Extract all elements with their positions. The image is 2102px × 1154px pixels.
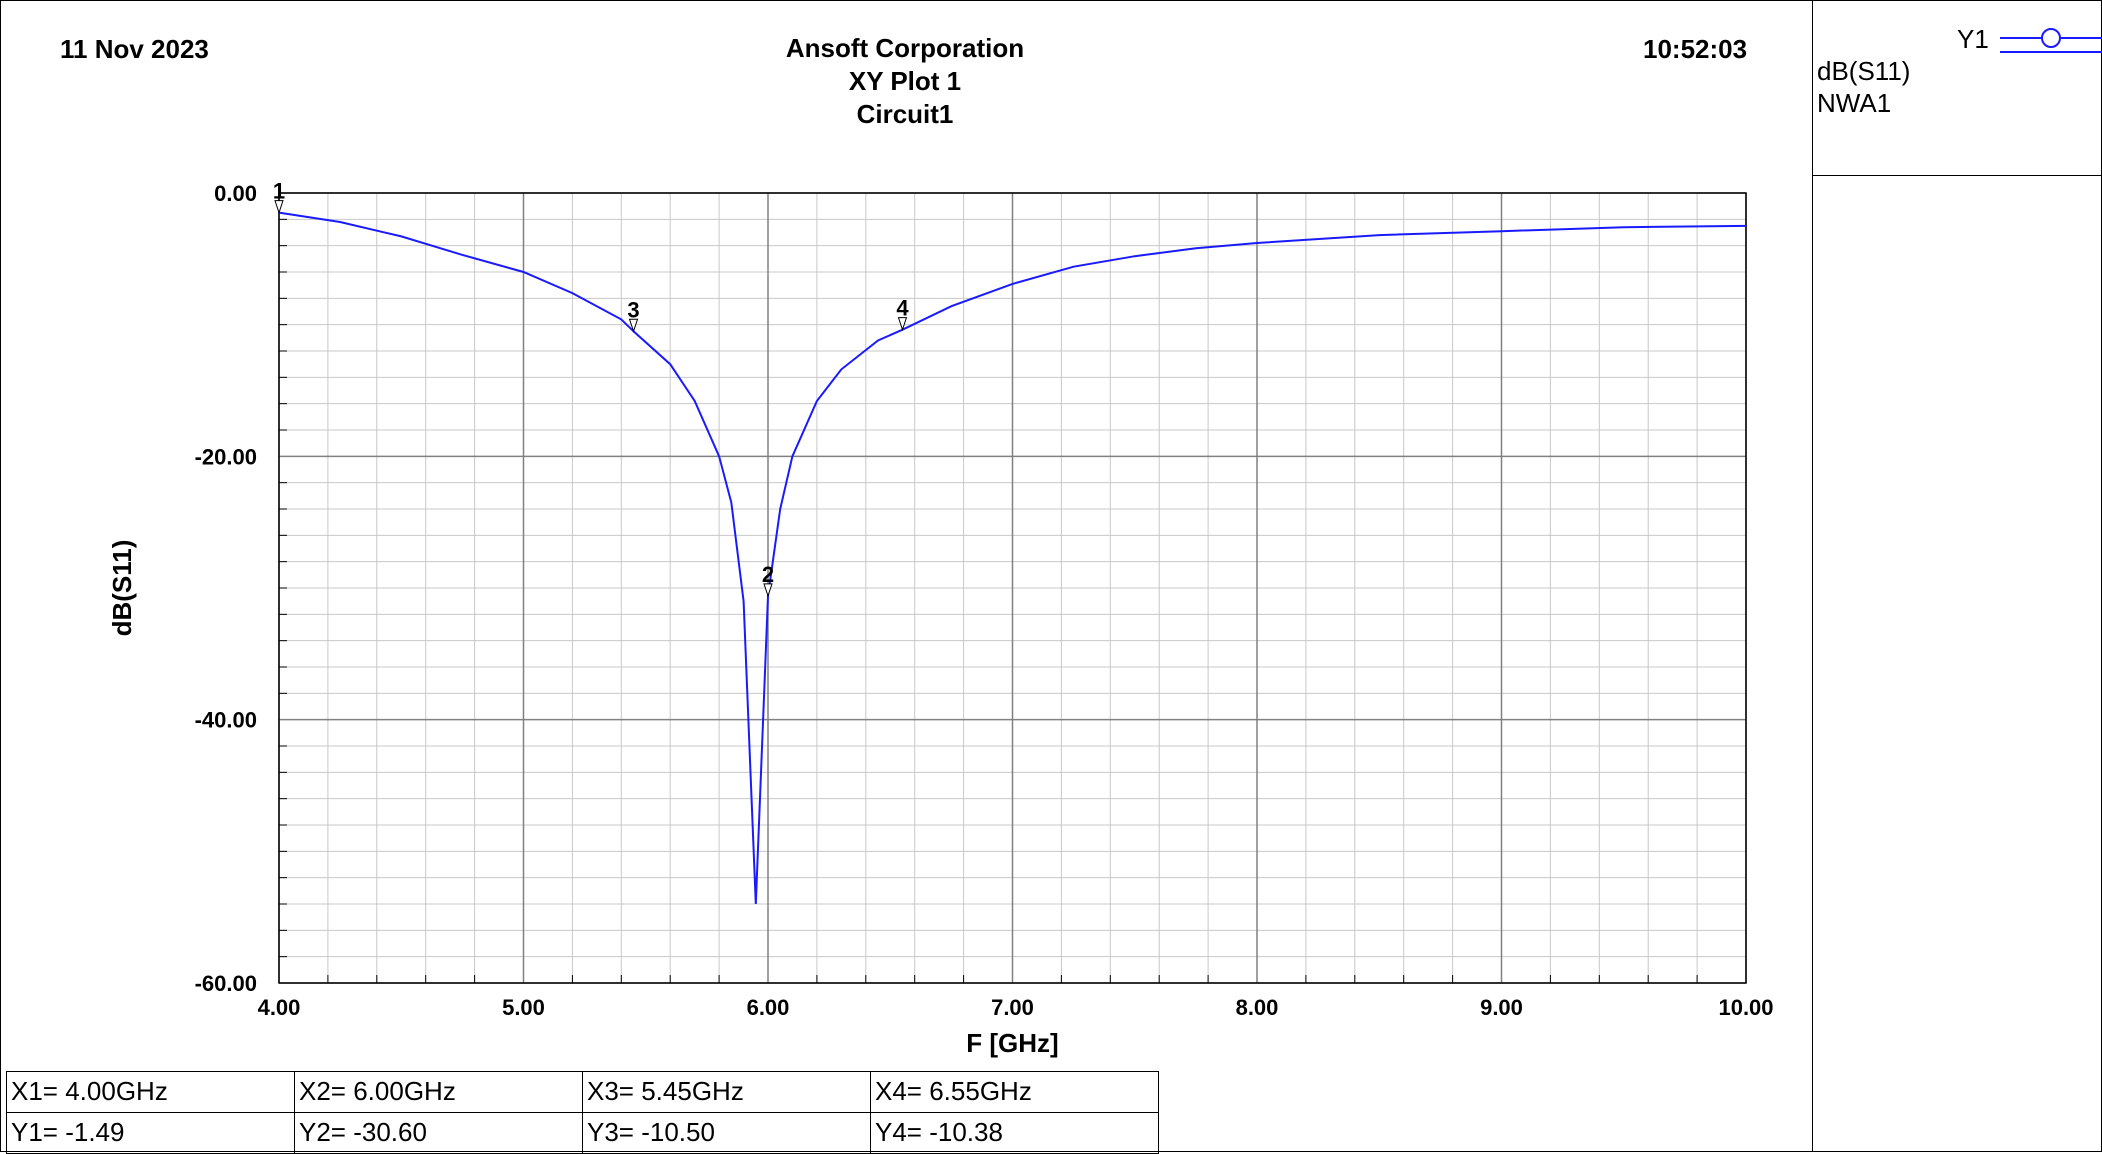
legend-marker-icon xyxy=(2041,28,2061,48)
legend-divider xyxy=(1813,175,2102,176)
x-tick-label: 6.00 xyxy=(747,995,790,1020)
company-name: Ansoft Corporation xyxy=(785,33,1025,63)
marker-triangle-icon xyxy=(897,317,908,332)
axis-ticks xyxy=(279,218,1698,983)
marker-y-cell: Y3= -10.50 xyxy=(582,1112,871,1154)
y-tick-label: -60.00 xyxy=(195,971,257,996)
marker-label: 3 xyxy=(627,297,639,322)
legend-trace-name[interactable]: Y1 xyxy=(1957,24,1989,54)
marker-table: X1= 4.00GHz X2= 6.00GHz X3= 5.45GHz X4= … xyxy=(6,1071,1159,1154)
marker-label: 4 xyxy=(896,296,909,321)
marker-x-cell: X1= 4.00GHz xyxy=(6,1071,295,1113)
circuit-name: Circuit1 xyxy=(856,99,954,129)
legend-expression: dB(S11) xyxy=(1817,56,1911,86)
x-axis-tick-labels: 4.00 5.00 6.00 7.00 8.00 9.00 10.00 xyxy=(258,995,1774,1020)
marker-y-row: Y1= -1.49 Y2= -30.60 Y3= -10.50 Y4= -10.… xyxy=(6,1112,1159,1154)
xy-plot[interactable]: 4.00 5.00 6.00 7.00 8.00 9.00 10.00 0.00 -20.00… xyxy=(0,0,2102,1070)
marker-triangle-icon xyxy=(274,200,284,215)
marker-x-cell: X4= 6.55GHz xyxy=(870,1071,1159,1113)
legend-line-swatch xyxy=(2000,28,2102,53)
x-tick-label: 5.00 xyxy=(502,995,545,1020)
marker-triangle-icon xyxy=(628,318,639,333)
marker-y-cell: Y2= -30.60 xyxy=(294,1112,583,1154)
marker-y-cell: Y1= -1.49 xyxy=(6,1112,295,1154)
legend-setup: NWA1 xyxy=(1817,88,1892,118)
marker-triangle-icon xyxy=(763,583,773,598)
y-axis-tick-labels: 0.00 -20.00 -40.00 -60.00 xyxy=(195,181,257,996)
x-tick-label: 7.00 xyxy=(991,995,1034,1020)
x-tick-label: 4.00 xyxy=(258,995,301,1020)
marker-x-cell: X2= 6.00GHz xyxy=(294,1071,583,1113)
markers-layer: 1 2 3 4 xyxy=(273,179,909,598)
marker-label: 2 xyxy=(762,562,774,587)
y-axis-label: dB(S11) xyxy=(107,540,137,637)
y-tick-label: -40.00 xyxy=(195,708,257,733)
marker-y-cell: Y4= -10.38 xyxy=(870,1112,1159,1154)
x-axis-label: F [GHz] xyxy=(966,1028,1058,1058)
y-tick-label: 0.00 xyxy=(214,181,257,206)
marker-x-cell: X3= 5.45GHz xyxy=(582,1071,871,1113)
series-layer xyxy=(278,211,1747,905)
series-line-dB-S11 xyxy=(278,211,1747,905)
x-tick-label: 9.00 xyxy=(1480,995,1523,1020)
x-tick-label: 10.00 xyxy=(1718,995,1773,1020)
plot-header: Ansoft Corporation XY Plot 1 Circuit1 xyxy=(705,32,1105,131)
y-tick-label: -20.00 xyxy=(195,444,257,469)
marker-label: 1 xyxy=(273,179,285,204)
plot-title: XY Plot 1 xyxy=(848,66,962,96)
x-tick-label: 8.00 xyxy=(1236,995,1279,1020)
marker-x-row: X1= 4.00GHz X2= 6.00GHz X3= 5.45GHz X4= … xyxy=(6,1071,1159,1113)
plot-time: 10:52:03 xyxy=(1643,34,1748,64)
plot-date: 11 Nov 2023 xyxy=(60,34,209,64)
legend-panel xyxy=(1812,0,2102,1152)
